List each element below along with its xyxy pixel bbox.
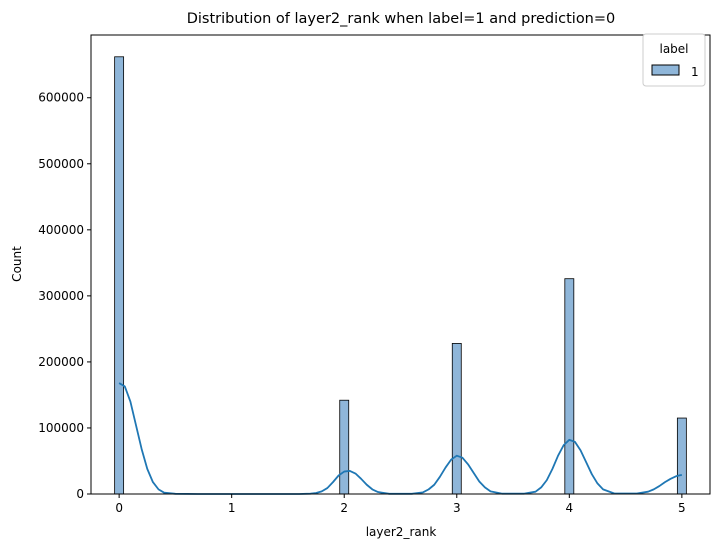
chart-title: Distribution of layer2_rank when label=1…: [187, 11, 616, 27]
x-axis-label: layer2_rank: [366, 525, 437, 539]
legend-entry-1: 1: [691, 65, 699, 79]
x-tick-label-3: 3: [453, 501, 461, 515]
legend-title: label: [659, 42, 688, 56]
plot-frame: [90, 34, 711, 495]
x-tick-label-4: 4: [565, 501, 573, 515]
x-tick-label-1: 1: [228, 501, 236, 515]
x-axis-ticks: 0 1 2 3 4 5: [115, 494, 686, 515]
histogram-bar-0: [114, 56, 125, 495]
histogram-bar-5: [676, 417, 687, 495]
bars-group: [114, 56, 687, 495]
x-tick-label-0: 0: [115, 501, 123, 515]
histogram-bar-2: [339, 399, 350, 495]
x-tick-label-2: 2: [340, 501, 348, 515]
y-tick-label-500000: 500000: [38, 157, 84, 171]
legend-swatch-1: [651, 64, 680, 76]
histogram-bar-4: [564, 278, 575, 495]
histogram-bar-3: [451, 343, 462, 495]
y-tick-label-200000: 200000: [38, 355, 84, 369]
y-axis-label: Count: [10, 246, 24, 282]
y-tick-label-0: 0: [76, 487, 84, 501]
y-tick-label-300000: 300000: [38, 289, 84, 303]
y-tick-label-400000: 400000: [38, 223, 84, 237]
legend: label 1: [642, 33, 706, 87]
y-axis-ticks: 0 100000 200000 300000 400000 500000 600000: [38, 91, 91, 501]
x-tick-label-5: 5: [678, 501, 686, 515]
y-tick-label-600000: 600000: [38, 91, 84, 105]
y-tick-label-100000: 100000: [38, 421, 84, 435]
